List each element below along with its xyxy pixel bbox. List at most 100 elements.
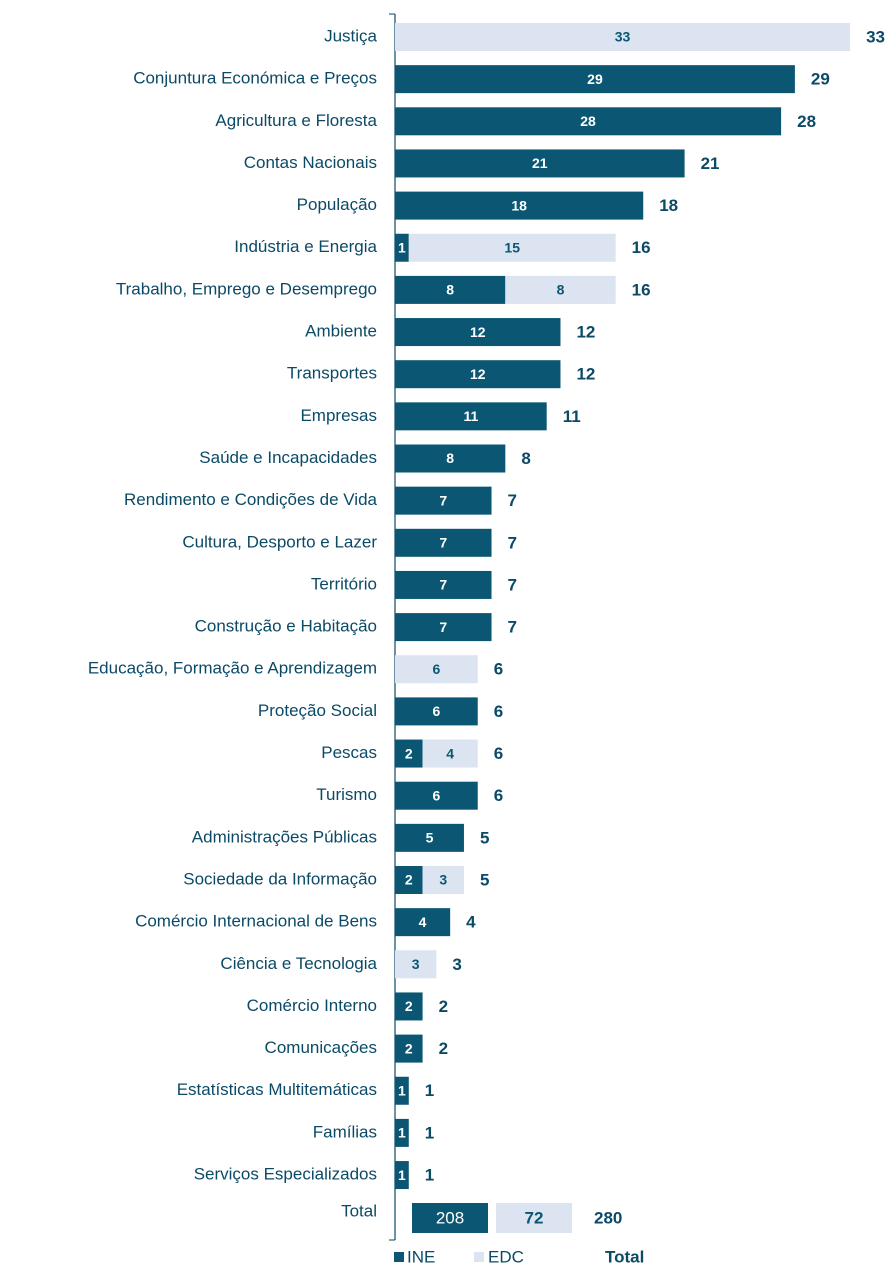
segment-label: 3 [412, 956, 420, 972]
category-label: Ciência e Tecnologia [220, 954, 377, 973]
segment-label: 1 [398, 1125, 406, 1141]
segment-label: 3 [439, 872, 447, 888]
total-label: 4 [466, 913, 476, 932]
category-label: Saúde e Incapacidades [199, 448, 377, 467]
segment-label: 2 [405, 998, 413, 1014]
category-label: Administrações Públicas [192, 827, 377, 846]
category-label: Construção e Habitação [195, 617, 377, 636]
total-label: 3 [452, 955, 461, 974]
segment-label: 12 [470, 324, 486, 340]
bar-segment [395, 992, 423, 1021]
total-label: 1 [425, 1081, 434, 1100]
bar-segment [408, 233, 616, 262]
total-label: 6 [494, 702, 503, 721]
category-label: Ambiente [305, 322, 377, 341]
category-label: Justiça [324, 26, 377, 45]
category-label: Comunicações [265, 1038, 377, 1057]
segment-label: 7 [439, 492, 447, 508]
bar-segment [505, 275, 616, 304]
category-label: Rendimento e Condições de Vida [124, 490, 378, 509]
total-box [412, 1203, 488, 1233]
segment-label: 33 [615, 29, 631, 45]
bar-segment [395, 107, 782, 136]
segment-label: 29 [587, 71, 603, 87]
segment-label: 6 [432, 703, 440, 719]
segment-label: 1 [398, 1167, 406, 1183]
segment-label: 4 [446, 745, 454, 761]
bar-segment [395, 318, 561, 347]
total-label: 16 [632, 238, 651, 257]
bar-segment [395, 233, 409, 262]
bar-segment [395, 1076, 409, 1105]
total-label: 11 [563, 407, 581, 426]
category-label: Transportes [287, 364, 377, 383]
segment-label: 4 [419, 914, 427, 930]
total-label: 12 [576, 365, 595, 384]
bar-segment [395, 1161, 409, 1190]
legend-label: Total [605, 1247, 644, 1266]
category-label: Comércio Interno [247, 996, 377, 1015]
segment-label: 6 [432, 787, 440, 803]
total-label: 12 [576, 323, 595, 342]
legend-swatch [474, 1252, 484, 1262]
category-label: Sociedade da Informação [183, 869, 377, 888]
bar-segment [395, 570, 492, 599]
segment-label: 11 [463, 408, 478, 424]
total-label: 6 [494, 744, 503, 763]
total-label: 5 [480, 870, 489, 889]
segment-label: 1 [398, 239, 406, 255]
total-label: 1 [425, 1123, 434, 1142]
segment-label: 28 [580, 113, 596, 129]
total-label: 6 [494, 660, 503, 679]
segment-label: 8 [446, 282, 454, 298]
bar-segment [395, 697, 478, 726]
total-label: 8 [521, 449, 530, 468]
bar-segment [395, 528, 492, 557]
total-label: 28 [797, 112, 816, 131]
bar-segment [395, 149, 685, 178]
category-label: Pescas [321, 743, 377, 762]
segment-label: 8 [446, 450, 454, 466]
category-label: Comércio Internacional de Bens [135, 912, 377, 931]
bar-segment [395, 23, 851, 51]
total-label: 7 [508, 618, 517, 637]
category-label: Território [311, 574, 377, 593]
bar-segment [395, 866, 423, 894]
segment-label: 8 [557, 282, 565, 298]
total-label: 1 [425, 1166, 434, 1185]
total-label: 2 [439, 997, 448, 1016]
category-label: Educação, Formação e Aprendizagem [88, 659, 377, 678]
bar-segment [395, 1118, 409, 1147]
category-label: Serviços Especializados [194, 1165, 377, 1184]
segment-label: 7 [439, 535, 447, 551]
bar-segment [395, 781, 478, 810]
category-label: Turismo [316, 785, 377, 804]
bar-segment [395, 444, 506, 473]
total-label: 7 [508, 575, 517, 594]
category-label: Famílias [313, 1122, 377, 1141]
bar-segment [395, 823, 464, 852]
total-label: 7 [508, 491, 517, 510]
total-label: 21 [701, 154, 720, 173]
total-label: 5 [480, 828, 489, 847]
category-label: Indústria e Energia [234, 237, 377, 256]
total-label: 33 [866, 27, 885, 46]
category-label: Estatísticas Multitemáticas [177, 1080, 377, 1099]
legend-label: INE [407, 1247, 435, 1266]
category-label: População [297, 195, 377, 214]
total-box [496, 1203, 572, 1233]
total-label: 29 [811, 70, 830, 89]
bar-segment [395, 360, 561, 389]
total-label: 16 [632, 280, 651, 299]
bar-segment [395, 950, 437, 979]
bar-segment [422, 739, 478, 768]
total-value: 72 [525, 1208, 544, 1227]
category-label: Trabalho, Emprego e Desemprego [116, 279, 377, 298]
legend-label: EDC [488, 1247, 524, 1266]
legend-swatch [394, 1252, 404, 1262]
bar-segment [395, 486, 492, 515]
segment-label: 2 [405, 1040, 413, 1056]
segment-label: 12 [470, 366, 486, 382]
bar-segment [395, 191, 644, 220]
